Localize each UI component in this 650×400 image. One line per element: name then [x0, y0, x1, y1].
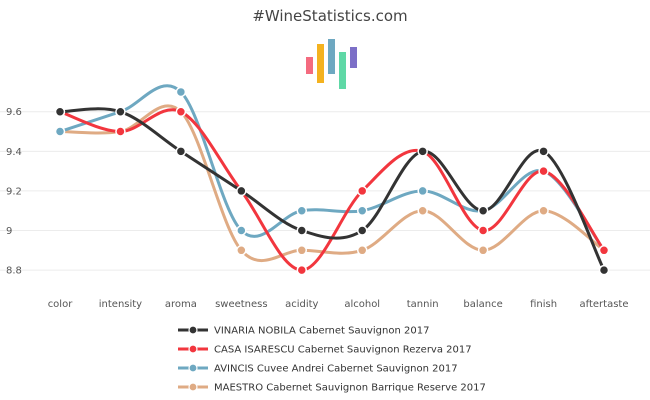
data-point[interactable]: [356, 245, 368, 256]
y-tick-label: 8.8: [6, 266, 22, 277]
x-tick-label: color: [48, 299, 74, 310]
series-0: [54, 106, 610, 276]
legend-label: MAESTRO Cabernet Sauvignon Barrique Rese…: [214, 383, 486, 394]
data-point[interactable]: [175, 106, 187, 117]
legend-marker: [188, 363, 198, 373]
data-point[interactable]: [115, 126, 126, 137]
data-point[interactable]: [296, 205, 308, 216]
y-axis: 8.8 9 9.2 9.4 9.6: [6, 107, 22, 276]
logo-bar: [317, 44, 324, 83]
legend-item[interactable]: VINARIA NOBILA Cabernet Sauvignon 2017: [178, 325, 429, 337]
data-point[interactable]: [54, 106, 66, 117]
data-point[interactable]: [296, 245, 308, 256]
series-group: [54, 84, 610, 276]
y-tick-label: 9.2: [6, 186, 22, 197]
data-point[interactable]: [477, 205, 489, 216]
legend-label: CASA ISARESCU Cabernet Sauvignon Rezerva…: [214, 345, 472, 356]
series-2: [54, 84, 610, 256]
data-point[interactable]: [417, 205, 428, 216]
x-tick-label: balance: [463, 299, 502, 310]
data-point[interactable]: [417, 185, 428, 197]
data-point[interactable]: [356, 205, 368, 216]
x-tick-label: aroma: [165, 299, 197, 310]
x-tick-label: alcohol: [344, 299, 380, 310]
legend-item[interactable]: CASA ISARESCU Cabernet Sauvignon Rezerva…: [178, 344, 472, 356]
legend-label: VINARIA NOBILA Cabernet Sauvignon 2017: [214, 326, 429, 337]
data-point[interactable]: [598, 264, 610, 276]
data-point[interactable]: [236, 225, 247, 236]
legend-marker: [188, 325, 198, 335]
data-point[interactable]: [175, 86, 187, 98]
series-line: [58, 108, 606, 272]
series-line: [58, 84, 606, 252]
data-point[interactable]: [236, 185, 247, 197]
legend-item[interactable]: AVINCIS Cuvee Andrei Cabernet Sauvignon …: [178, 363, 458, 375]
data-point[interactable]: [115, 106, 126, 117]
grid: [0, 111, 650, 271]
wine-statistics-logo: [306, 39, 357, 89]
data-point[interactable]: [54, 126, 66, 137]
data-point[interactable]: [175, 146, 187, 157]
data-point[interactable]: [598, 245, 610, 256]
data-point[interactable]: [356, 225, 368, 236]
data-point[interactable]: [538, 146, 549, 157]
legend-item[interactable]: MAESTRO Cabernet Sauvignon Barrique Rese…: [178, 382, 486, 394]
data-point[interactable]: [417, 146, 428, 157]
series-line: [58, 104, 606, 262]
data-point[interactable]: [296, 264, 308, 276]
logo-bar: [328, 39, 335, 74]
data-point[interactable]: [296, 225, 308, 236]
logo-bar: [306, 57, 313, 74]
x-tick-label: sweetness: [215, 299, 268, 310]
y-tick-label: 9.4: [6, 147, 22, 158]
legend-marker: [188, 344, 198, 354]
x-tick-label: aftertaste: [580, 299, 629, 310]
data-point[interactable]: [538, 205, 549, 216]
data-point[interactable]: [236, 245, 247, 256]
legend-marker: [188, 382, 198, 392]
legend-label: AVINCIS Cuvee Andrei Cabernet Sauvignon …: [214, 364, 458, 375]
legend: VINARIA NOBILA Cabernet Sauvignon 2017 CA…: [178, 325, 486, 394]
x-axis: color intensity aroma sweetness acidity alcoh…: [48, 299, 629, 310]
chart-title: #WineStatistics.com: [252, 7, 407, 25]
y-tick-label: 9.6: [6, 107, 22, 118]
logo-bar: [339, 52, 346, 89]
logo-bar: [350, 47, 357, 68]
data-point[interactable]: [538, 165, 549, 177]
x-tick-label: tannin: [407, 299, 439, 310]
y-tick-label: 9: [6, 226, 12, 237]
x-tick-label: finish: [530, 299, 557, 310]
x-tick-label: intensity: [99, 299, 142, 310]
data-point[interactable]: [477, 225, 489, 236]
data-point[interactable]: [356, 185, 368, 197]
data-point[interactable]: [477, 245, 489, 256]
x-tick-label: acidity: [285, 299, 318, 310]
